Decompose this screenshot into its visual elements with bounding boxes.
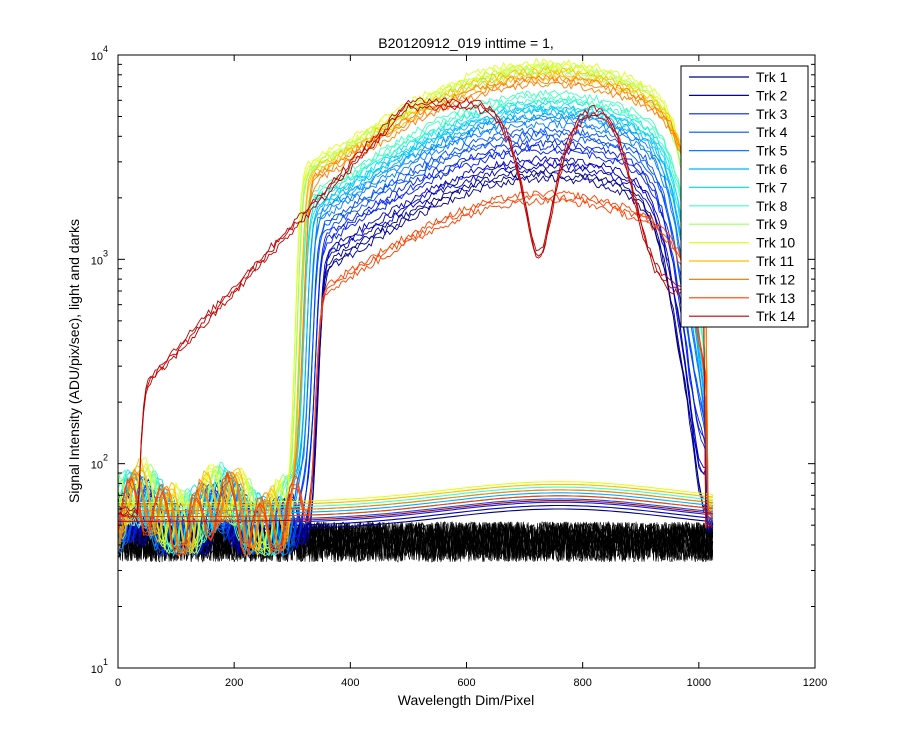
series-line-trk-13 — [118, 197, 713, 557]
y-axis: 101 102 103 104 — [91, 44, 815, 676]
x-tick-label-0: 0 — [115, 677, 121, 689]
series-baseline-trk-13 — [118, 495, 713, 518]
legend-label-trk-9: Trk 9 — [756, 216, 788, 232]
series-line-trk-7 — [118, 101, 714, 553]
dark-frame-line — [118, 521, 714, 562]
series-line-trk-10 — [118, 61, 713, 553]
y-tick-label-0: 101 — [91, 657, 108, 676]
x-axis-label: Wavelength Dim/Pixel — [398, 692, 534, 708]
series-line-trk-3 — [118, 142, 714, 553]
legend-label-trk-2: Trk 2 — [756, 87, 788, 103]
x-tick-label-3: 600 — [457, 677, 475, 689]
series-baseline-trk-1 — [118, 508, 713, 531]
x-axis: 0 200 400 600 800 1000 1200 — [115, 55, 827, 689]
series-line-trk-14 — [118, 97, 714, 526]
series-line-trk-14 — [118, 100, 714, 528]
x-tick-label-2: 400 — [341, 677, 359, 689]
legend-box — [680, 65, 809, 328]
legend: Trk 1 Trk 2 Trk 3 Trk 4 Trk 5 Trk 6 Trk 7 Trk 8… — [680, 65, 809, 328]
legend-label-trk-12: Trk 12 — [756, 271, 795, 287]
dark-frame-line — [118, 521, 714, 563]
series-line-trk-12 — [118, 77, 713, 554]
dark-frames — [118, 520, 714, 564]
series-line-trk-2 — [118, 158, 714, 554]
series-line-trk-14 — [118, 103, 714, 529]
x-tick-label-1: 200 — [225, 677, 243, 689]
series-line-trk-10 — [118, 57, 714, 550]
legend-label-trk-5: Trk 5 — [756, 143, 788, 159]
series-baseline-trk-14 — [118, 499, 713, 522]
legend-label-trk-3: Trk 3 — [756, 106, 788, 122]
y-tick-label-2: 103 — [91, 248, 108, 267]
series-line-trk-12 — [118, 81, 714, 557]
legend-label-trk-10: Trk 10 — [756, 235, 795, 251]
x-tick-label-5: 1000 — [687, 677, 711, 689]
series-line-trk-11 — [118, 66, 713, 549]
legend-label-trk-11: Trk 11 — [756, 253, 794, 269]
y-tick-label-3: 104 — [91, 44, 108, 63]
series-line-trk-3 — [118, 147, 714, 557]
y-tick-label-1: 102 — [91, 453, 108, 472]
legend-label-trk-1: Trk 1 — [756, 69, 788, 85]
y-axis-label: Signal Intensity (ADU/pix/sec), light an… — [66, 219, 82, 503]
legend-label-trk-13: Trk 13 — [756, 290, 795, 306]
series-line-trk-2 — [118, 162, 714, 557]
x-tick-label-6: 1200 — [803, 677, 827, 689]
series-lines — [118, 57, 714, 558]
legend-label-trk-6: Trk 6 — [756, 161, 788, 177]
legend-label-trk-7: Trk 7 — [756, 179, 788, 195]
series-line-trk-12 — [118, 74, 714, 549]
legend-label-trk-8: Trk 8 — [756, 198, 788, 214]
series-baseline-trk-11 — [118, 483, 713, 506]
chart-title: B20120912_019 inttime = 1, — [378, 35, 554, 51]
legend-label-trk-14: Trk 14 — [756, 308, 795, 324]
legend-label-trk-4: Trk 4 — [756, 124, 788, 140]
x-tick-label-4: 800 — [573, 677, 591, 689]
